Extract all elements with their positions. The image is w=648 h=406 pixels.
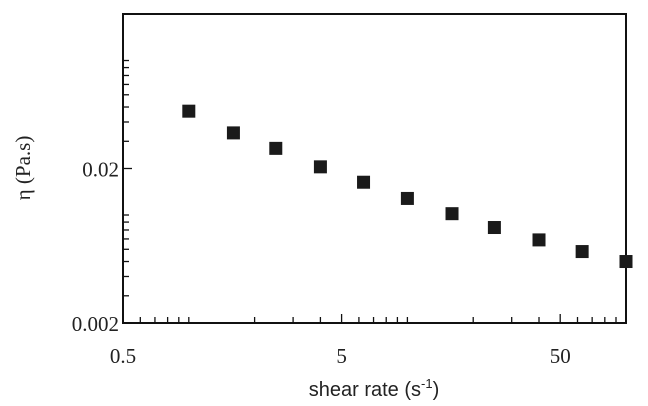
data-point <box>445 207 459 221</box>
x-axis-title-main: shear rate (s <box>309 379 421 401</box>
y-tick-label: 0.002 <box>72 312 119 336</box>
y-tick-label: 0.02 <box>82 158 119 182</box>
x-tick-label: 0.5 <box>110 344 136 368</box>
x-axis-title-superscript: -1 <box>421 376 433 391</box>
y-axis-ticks: 0.002 0.02 <box>72 13 132 336</box>
x-axis-ticks: 0.5 5 50 <box>110 314 627 368</box>
data-point <box>269 141 283 155</box>
data-point <box>226 126 240 140</box>
data-point <box>313 160 327 174</box>
data-point <box>487 221 501 235</box>
data-points <box>182 104 633 269</box>
data-point <box>357 175 371 189</box>
x-tick-label: 50 <box>550 344 571 368</box>
x-axis-title: shear rate (s-1) <box>309 376 440 401</box>
data-point <box>532 233 546 247</box>
data-point <box>182 104 196 118</box>
data-point <box>400 191 414 205</box>
plot-frame <box>122 13 627 324</box>
y-axis-title: η (Pa.s) <box>11 136 35 201</box>
x-tick-label: 5 <box>336 344 347 368</box>
data-point <box>619 255 633 269</box>
x-axis-title-close: ) <box>433 379 440 401</box>
data-point <box>575 245 589 259</box>
